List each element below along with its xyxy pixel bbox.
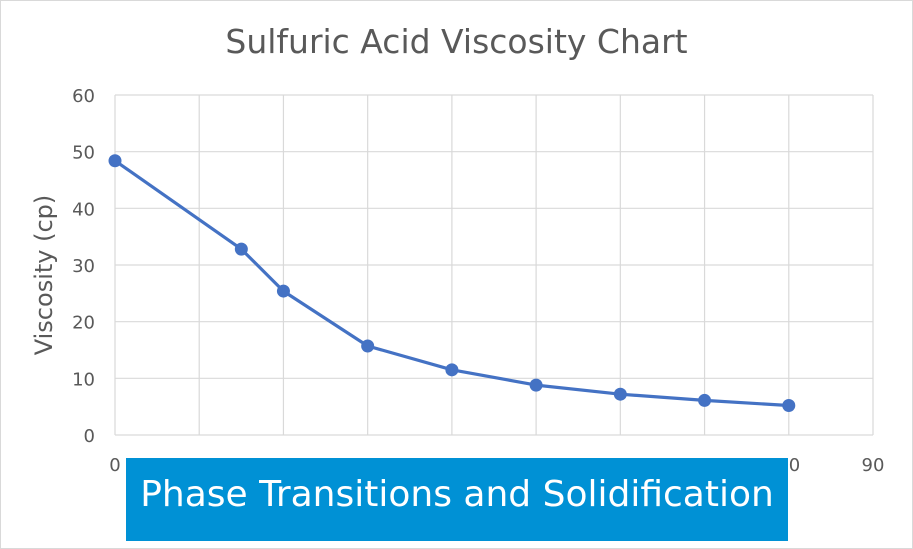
- data-point: [529, 378, 543, 392]
- data-point: [361, 339, 375, 353]
- y-tick-label: 30: [72, 256, 95, 277]
- data-point: [445, 363, 459, 377]
- series-markers: [108, 154, 796, 413]
- phase-transitions-banner: Phase Transitions and Solidification: [126, 458, 788, 541]
- data-point: [613, 387, 627, 401]
- data-point: [698, 393, 712, 407]
- horizontal-gridlines: [115, 94, 873, 436]
- data-point: [108, 154, 122, 168]
- y-tick-label: 20: [72, 313, 95, 334]
- y-tick-label: 0: [84, 426, 95, 447]
- y-tick-label: 10: [72, 369, 95, 390]
- y-axis-label: Viscosity (cp): [30, 195, 58, 356]
- data-point: [276, 284, 290, 298]
- x-tick-label: 90: [862, 455, 885, 476]
- y-tick-label: 40: [72, 199, 95, 220]
- chart-title: Sulfuric Acid Viscosity Chart: [225, 22, 688, 61]
- y-tick-label: 50: [72, 143, 95, 164]
- x-tick-label: 0: [109, 455, 120, 476]
- data-point: [234, 242, 248, 256]
- banner-text: Phase Transitions and Solidification: [140, 474, 774, 515]
- y-tick-labels: 0 10 20 30 40 50 60: [72, 86, 95, 447]
- y-tick-label: 60: [72, 86, 95, 107]
- data-point: [782, 399, 796, 413]
